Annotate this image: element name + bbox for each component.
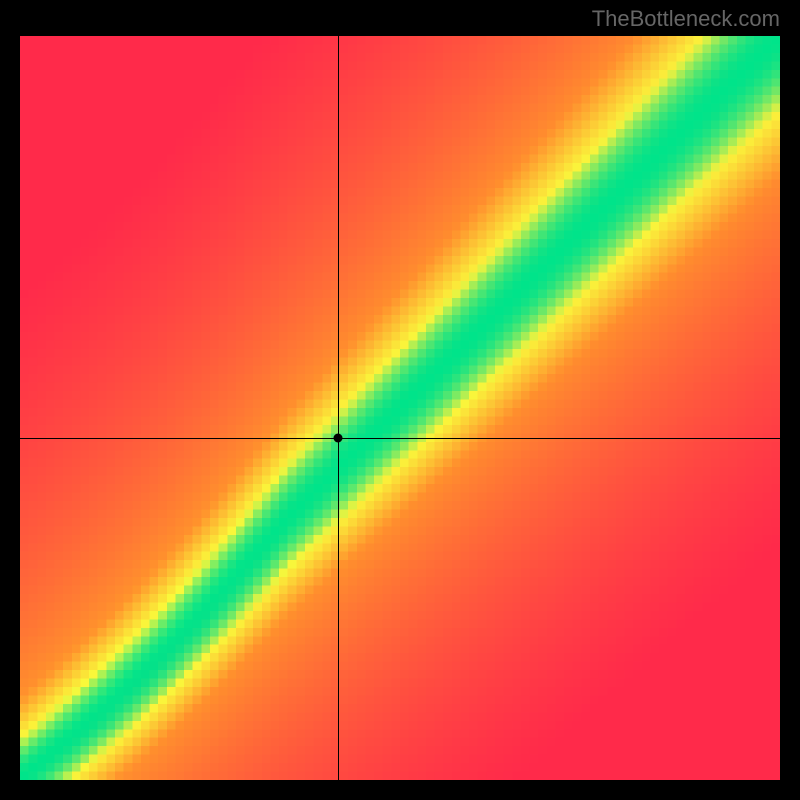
watermark-text: TheBottleneck.com bbox=[592, 6, 780, 32]
plot-area bbox=[20, 36, 780, 780]
chart-container: TheBottleneck.com bbox=[0, 0, 800, 800]
heatmap-canvas bbox=[20, 36, 780, 780]
